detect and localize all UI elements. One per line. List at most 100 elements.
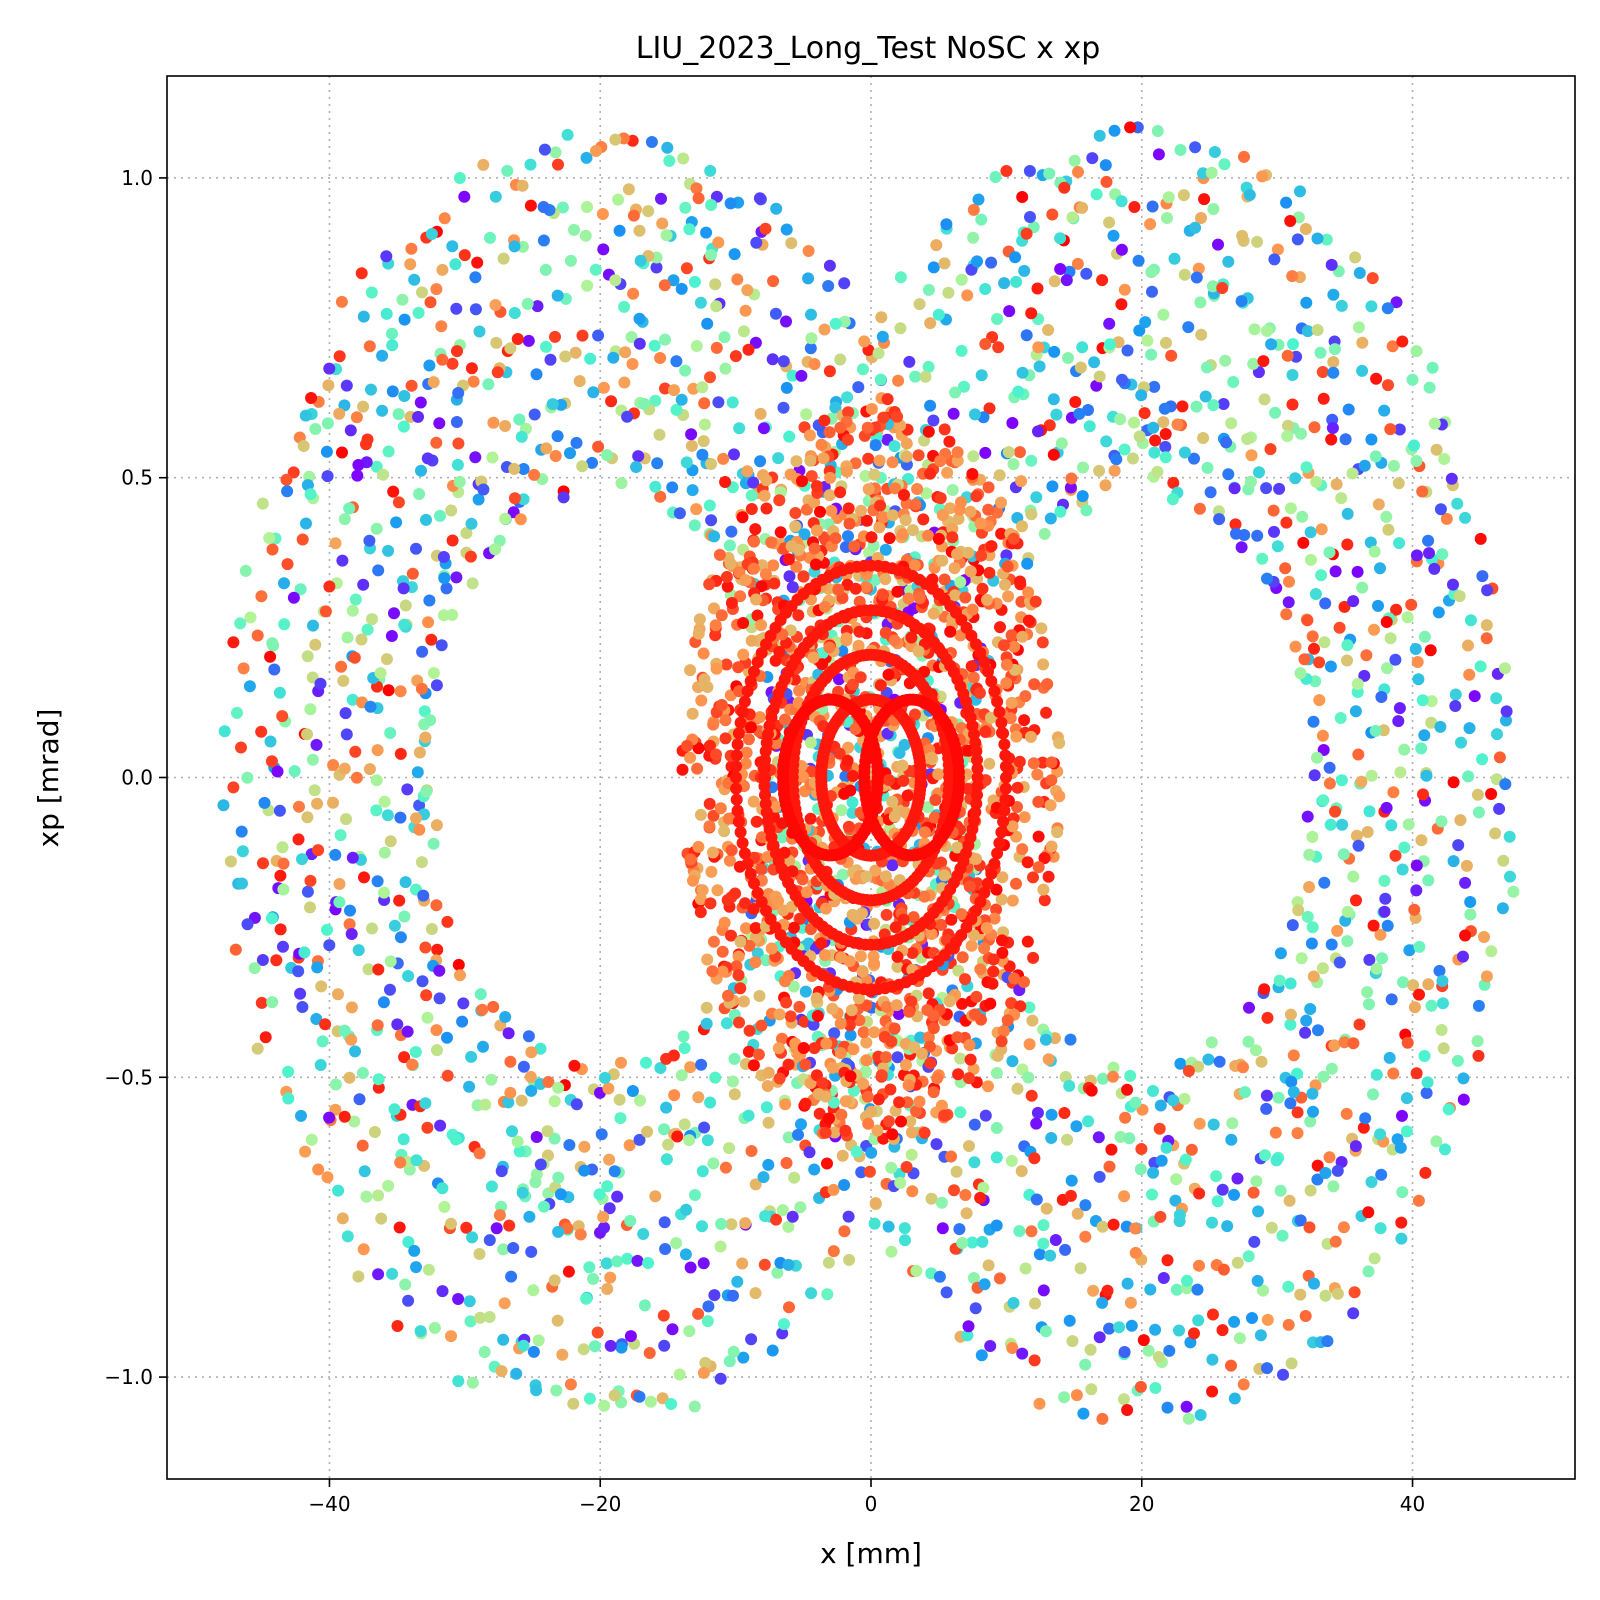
scatter-point bbox=[1281, 430, 1294, 443]
scatter-point bbox=[402, 1236, 415, 1248]
scatter-point bbox=[975, 213, 988, 226]
scatter-point bbox=[618, 300, 631, 313]
scatter-point bbox=[759, 789, 771, 801]
scatter-point bbox=[335, 660, 348, 673]
scatter-point bbox=[1043, 167, 1056, 180]
scatter-point bbox=[1464, 908, 1477, 921]
scatter-point bbox=[759, 754, 771, 766]
scatter-point bbox=[767, 559, 780, 572]
scatter-point bbox=[809, 558, 822, 571]
scatter-point bbox=[564, 447, 576, 460]
scatter-point bbox=[1028, 1354, 1041, 1367]
scatter-point bbox=[841, 754, 854, 767]
scatter-point bbox=[874, 373, 887, 386]
scatter-point bbox=[1303, 848, 1316, 861]
scatter-point bbox=[567, 1397, 580, 1410]
scatter-point bbox=[718, 825, 731, 838]
scatter-point bbox=[1115, 195, 1128, 208]
scatter-point bbox=[1397, 976, 1409, 989]
scatter-point bbox=[871, 1124, 884, 1137]
scatter-point bbox=[298, 946, 311, 959]
scatter-point bbox=[366, 613, 378, 626]
scatter-point bbox=[722, 812, 735, 825]
scatter-point bbox=[388, 607, 400, 620]
scatter-point bbox=[499, 1011, 512, 1023]
scatter-point bbox=[398, 618, 411, 631]
scatter-point bbox=[946, 484, 959, 496]
scatter-point bbox=[1339, 433, 1352, 446]
scatter-point bbox=[1319, 1289, 1332, 1302]
scatter-point bbox=[1265, 1221, 1278, 1234]
scatter-point bbox=[707, 718, 720, 731]
scatter-point bbox=[1071, 257, 1084, 270]
scatter-point bbox=[590, 145, 602, 157]
scatter-point bbox=[765, 536, 778, 549]
scatter-point bbox=[1300, 461, 1313, 474]
scatter-point bbox=[450, 302, 463, 315]
scatter-point bbox=[375, 1212, 388, 1225]
scatter-point bbox=[708, 602, 720, 615]
scatter-point bbox=[1086, 152, 1099, 165]
scatter-point bbox=[1246, 1312, 1258, 1324]
scatter-point bbox=[839, 1095, 852, 1108]
scatter-point bbox=[584, 352, 597, 365]
scatter-point bbox=[719, 732, 732, 745]
scatter-point bbox=[409, 1046, 422, 1058]
scatter-point bbox=[699, 1356, 712, 1369]
scatter-point bbox=[1301, 325, 1314, 338]
scatter-point bbox=[626, 358, 639, 370]
scatter-point bbox=[656, 217, 669, 230]
scatter-point bbox=[986, 977, 999, 990]
scatter-point bbox=[1149, 1323, 1162, 1336]
scatter-point bbox=[704, 739, 716, 752]
scatter-point bbox=[1006, 417, 1019, 429]
scatter-point bbox=[703, 820, 716, 833]
scatter-point bbox=[747, 1059, 760, 1072]
scatter-point bbox=[1051, 826, 1064, 839]
scatter-point bbox=[703, 499, 716, 512]
scatter-point bbox=[1347, 595, 1360, 608]
scatter-point bbox=[856, 965, 869, 978]
scatter-point bbox=[880, 1000, 893, 1013]
scatter-point bbox=[1135, 1143, 1148, 1155]
scatter-point bbox=[862, 1117, 875, 1130]
scatter-point bbox=[508, 307, 521, 319]
scatter-point bbox=[497, 1243, 510, 1256]
scatter-point bbox=[1041, 678, 1054, 691]
scatter-point bbox=[745, 503, 758, 515]
scatter-point bbox=[895, 1115, 907, 1128]
scatter-point bbox=[321, 417, 334, 430]
scatter-point bbox=[1353, 267, 1366, 279]
scatter-point bbox=[1044, 1249, 1057, 1262]
scatter-point bbox=[673, 507, 686, 520]
scatter-point bbox=[540, 442, 553, 455]
scatter-point bbox=[557, 491, 570, 504]
scatter-point bbox=[1040, 1202, 1053, 1215]
scatter-point bbox=[618, 376, 631, 389]
scatter-point bbox=[1064, 1189, 1077, 1202]
scatter-point bbox=[348, 651, 361, 664]
scatter-point bbox=[888, 634, 901, 647]
scatter-point bbox=[1207, 203, 1220, 215]
scatter-point bbox=[1289, 640, 1302, 653]
scatter-point bbox=[782, 1258, 795, 1271]
scatter-point bbox=[863, 1165, 876, 1178]
scatter-point bbox=[1353, 1018, 1366, 1031]
scatter-point bbox=[835, 1108, 848, 1121]
scatter-point bbox=[416, 286, 428, 299]
scatter-point bbox=[823, 489, 836, 502]
scatter-point bbox=[906, 947, 919, 959]
scatter-point bbox=[372, 963, 385, 976]
scatter-point bbox=[1303, 1221, 1316, 1234]
scatter-point bbox=[1390, 296, 1403, 309]
scatter-point bbox=[544, 353, 557, 366]
scatter-point bbox=[1121, 1404, 1134, 1416]
scatter-point bbox=[888, 1022, 901, 1035]
scatter-point bbox=[918, 826, 931, 839]
scatter-point bbox=[503, 1219, 516, 1232]
scatter-point bbox=[440, 582, 453, 595]
scatter-point bbox=[1079, 1199, 1092, 1212]
scatter-point bbox=[891, 585, 904, 598]
scatter-point bbox=[1284, 215, 1297, 227]
scatter-point bbox=[893, 747, 906, 759]
